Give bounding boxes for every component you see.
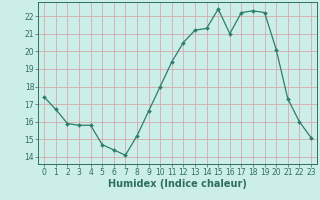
X-axis label: Humidex (Indice chaleur): Humidex (Indice chaleur) [108, 179, 247, 189]
